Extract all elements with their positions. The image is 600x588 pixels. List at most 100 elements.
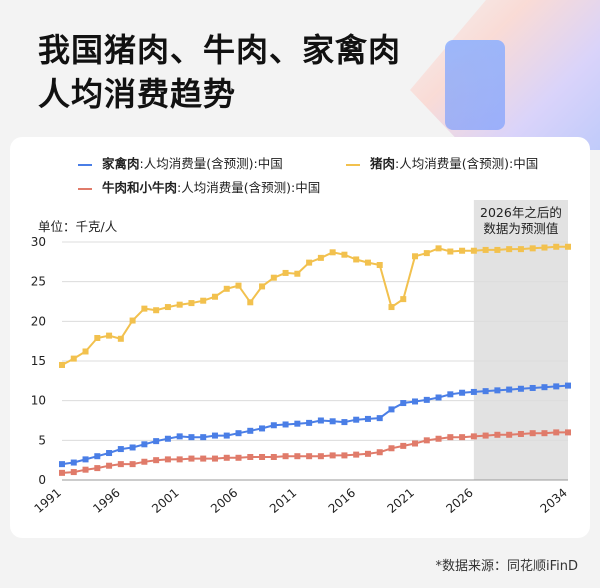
- data-point-pork: [470, 247, 477, 254]
- decorative-shape: [445, 40, 505, 130]
- data-point-poultry: [565, 382, 571, 389]
- data-point-beef: [270, 453, 277, 460]
- data-point-poultry: [306, 419, 313, 426]
- legend-swatch-poultry: [78, 163, 92, 166]
- data-point-pork: [164, 304, 171, 311]
- data-point-poultry: [447, 391, 454, 398]
- legend-swatch-beef: [78, 187, 92, 190]
- data-point-beef: [517, 430, 524, 437]
- data-point-beef: [106, 462, 113, 469]
- data-point-pork: [306, 259, 313, 266]
- data-point-pork: [176, 301, 183, 308]
- data-point-pork: [459, 247, 466, 254]
- data-point-beef: [259, 453, 266, 460]
- data-point-poultry: [412, 398, 419, 405]
- data-point-pork: [188, 300, 195, 307]
- data-point-beef: [282, 453, 289, 460]
- data-point-pork: [106, 332, 113, 339]
- data-point-pork: [541, 244, 548, 251]
- data-point-pork: [270, 274, 277, 281]
- data-point-poultry: [317, 417, 324, 424]
- data-point-poultry: [364, 415, 371, 422]
- data-point-poultry: [82, 456, 89, 463]
- data-point-poultry: [341, 419, 348, 426]
- data-point-pork: [200, 297, 207, 304]
- y-tick-label: 5: [38, 433, 46, 447]
- y-tick-label: 15: [31, 354, 46, 368]
- data-point-poultry: [141, 441, 148, 448]
- data-point-poultry: [235, 430, 242, 437]
- data-point-pork: [141, 305, 148, 312]
- y-tick-label: 0: [38, 473, 46, 487]
- data-point-pork: [364, 259, 371, 266]
- data-point-pork: [388, 304, 395, 311]
- data-point-beef: [329, 452, 336, 459]
- data-point-beef: [235, 454, 242, 461]
- data-point-poultry: [470, 388, 477, 395]
- data-point-poultry: [294, 420, 301, 427]
- data-point-poultry: [211, 432, 218, 439]
- data-point-pork: [94, 334, 101, 341]
- data-point-beef: [506, 431, 513, 438]
- data-point-poultry: [282, 421, 289, 428]
- data-point-pork: [59, 361, 65, 368]
- data-point-beef: [176, 456, 183, 463]
- data-point-poultry: [106, 450, 113, 457]
- data-point-poultry: [200, 434, 207, 441]
- y-tick-label: 20: [31, 314, 46, 328]
- data-point-beef: [82, 466, 89, 473]
- data-point-pork: [259, 283, 266, 290]
- page-title-line-2: 人均消费趋势: [38, 75, 237, 113]
- data-point-beef: [129, 461, 136, 468]
- data-point-pork: [565, 243, 571, 250]
- x-tick-label: 2011: [267, 486, 299, 516]
- data-point-beef: [294, 453, 301, 460]
- data-point-beef: [412, 440, 419, 447]
- data-point-poultry: [459, 389, 466, 396]
- data-point-beef: [188, 455, 195, 462]
- data-point-beef: [317, 453, 324, 460]
- data-point-beef: [553, 429, 560, 436]
- data-point-poultry: [529, 384, 536, 391]
- data-point-pork: [529, 245, 536, 252]
- data-point-pork: [412, 253, 419, 260]
- x-tick-label: 2016: [326, 486, 358, 516]
- data-point-pork: [70, 355, 77, 362]
- data-point-pork: [282, 269, 289, 276]
- y-tick-label: 30: [31, 235, 46, 249]
- data-point-pork: [376, 262, 383, 269]
- unit-label: 单位：千克/人: [38, 219, 118, 234]
- data-point-beef: [364, 450, 371, 457]
- legend-item-pork: 猪肉:人均消费量(含预测):中国: [346, 153, 538, 172]
- data-point-poultry: [176, 433, 183, 440]
- data-point-beef: [211, 455, 218, 462]
- data-point-beef: [223, 454, 230, 461]
- legend-name-pork: 猪肉: [370, 156, 396, 171]
- data-point-pork: [153, 307, 160, 314]
- x-tick-label: 2001: [149, 486, 181, 516]
- data-point-poultry: [223, 432, 230, 439]
- data-point-poultry: [59, 461, 65, 468]
- x-tick-label: 2026: [443, 486, 475, 516]
- data-point-pork: [482, 246, 489, 253]
- data-point-beef: [200, 455, 207, 462]
- data-point-poultry: [353, 416, 360, 423]
- data-point-poultry: [553, 383, 560, 390]
- data-point-poultry: [376, 415, 383, 422]
- data-point-poultry: [329, 418, 336, 425]
- data-point-poultry: [423, 396, 430, 403]
- data-point-poultry: [153, 438, 160, 445]
- data-point-beef: [459, 434, 466, 441]
- data-point-poultry: [482, 388, 489, 395]
- data-point-pork: [129, 317, 136, 324]
- forecast-note-line-1: 2026年之后的: [480, 205, 562, 220]
- x-tick-label: 1991: [32, 486, 64, 516]
- data-point-beef: [153, 457, 160, 464]
- x-tick-label: 2006: [208, 486, 240, 516]
- legend-item-beef: 牛肉和小牛肉:人均消费量(含预测):中国: [78, 177, 320, 196]
- data-point-poultry: [517, 385, 524, 392]
- data-point-beef: [59, 469, 65, 476]
- data-point-pork: [494, 246, 501, 253]
- data-point-beef: [353, 451, 360, 458]
